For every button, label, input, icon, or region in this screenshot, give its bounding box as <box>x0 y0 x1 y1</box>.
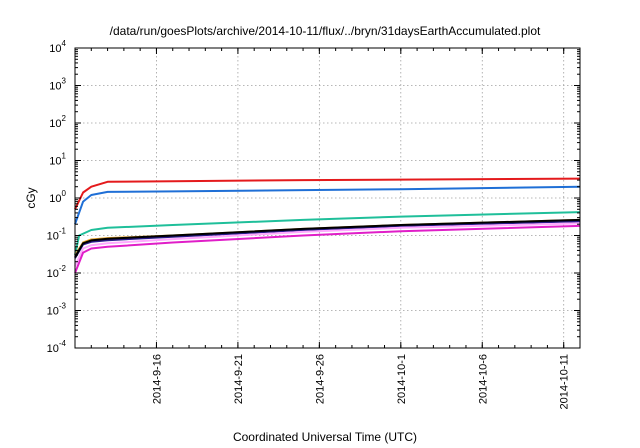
x-tick-label: 2014-10-11 <box>559 354 571 409</box>
y-tick-label: 102 <box>49 114 66 130</box>
y-tick-label: 10-3 <box>47 302 67 318</box>
x-tick-label: 2014-10-1 <box>396 354 408 404</box>
x-tick-label: 2014-10-6 <box>477 354 489 404</box>
x-tick-label: 2014-9-26 <box>314 354 326 404</box>
series-line-1 <box>74 177 581 210</box>
series-line-7 <box>74 218 581 258</box>
series-line-8 <box>74 222 581 267</box>
x-axis-label: Coordinated Universal Time (UTC) <box>233 430 417 444</box>
y-tick-label: 10-1 <box>47 227 67 243</box>
series-line-2 <box>74 185 581 225</box>
y-tick-label: 10-2 <box>47 264 67 280</box>
series-line-9 <box>74 224 581 274</box>
y-tick-label: 101 <box>49 152 66 168</box>
chart-title: /data/run/goesPlots/archive/2014-10-11/f… <box>110 24 541 38</box>
x-tick-label: 2014-9-21 <box>233 354 245 404</box>
y-tick-label: 104 <box>49 39 66 55</box>
y-tick-label: 10-4 <box>47 339 67 355</box>
x-tick-labels: 2014-9-16 2014-9-21 2014-9-26 2014-10-1 2014… <box>151 354 570 409</box>
y-tick-label: 103 <box>49 77 66 93</box>
x-tick-label: 2014-9-16 <box>151 354 163 404</box>
y-tick-label: 100 <box>49 189 66 205</box>
grid <box>75 48 580 348</box>
y-axis-label: cGy <box>24 187 38 208</box>
tick-marks <box>74 47 581 349</box>
series-layer <box>74 177 581 274</box>
series-line-3 <box>74 211 581 256</box>
y-tick-labels: 10-4 10-3 10-2 10-1 100 101 102 103 104 <box>47 39 67 355</box>
